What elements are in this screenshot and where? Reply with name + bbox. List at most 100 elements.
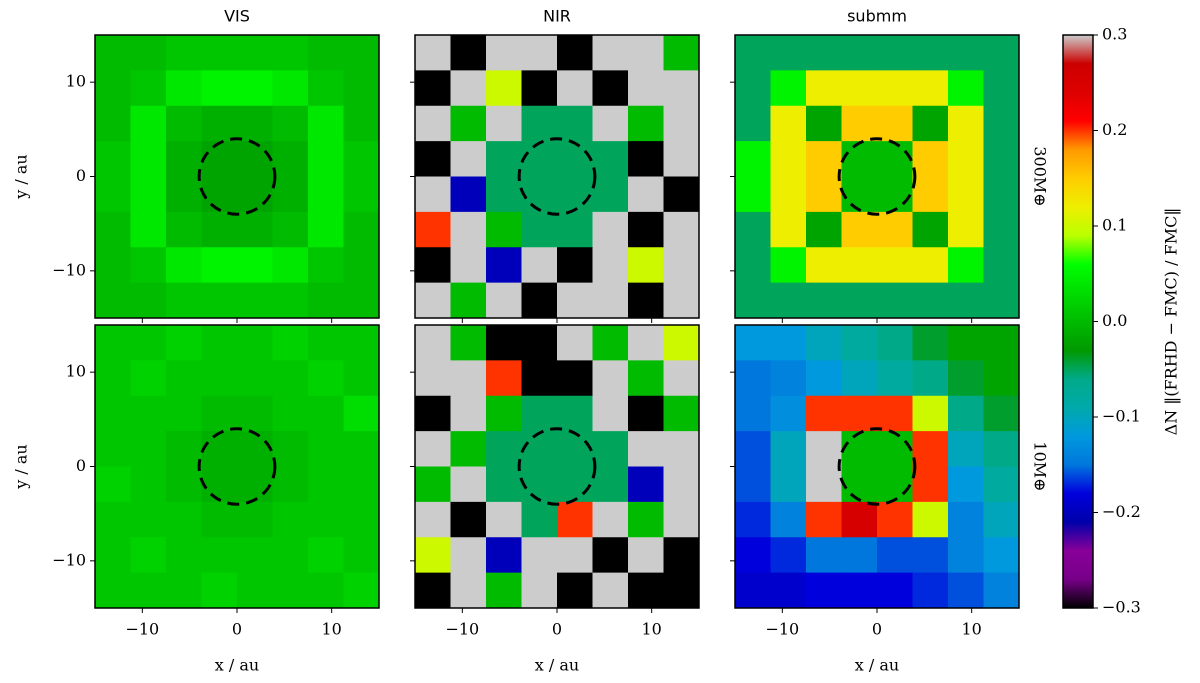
heatmap-cell [450,325,487,361]
heatmap-cell [628,282,664,319]
heatmap-cell [486,211,522,248]
heatmap-cell [343,325,380,361]
heatmap-cell [912,431,949,467]
heatmap-cell [770,325,807,361]
heatmap-cell [983,466,1020,503]
heatmap-cell [592,176,629,213]
heatmap-cell [95,105,131,142]
colorbar-tick-label: −0.1 [1102,407,1141,426]
heatmap-cell [486,247,522,284]
row-label: 300M⊕ [1031,146,1050,206]
heatmap-cell [770,282,807,319]
heatmap-cell [806,501,842,538]
heatmap-cell [130,325,167,361]
heatmap-cell [201,141,238,177]
heatmap-cell [983,35,1020,71]
heatmap-cell [841,431,878,467]
heatmap-cell [95,501,131,538]
heatmap-cell [912,466,949,503]
heatmap-cell [272,282,309,319]
heatmap-cell [343,501,380,538]
heatmap-cell [735,431,771,467]
heatmap-cell [557,176,593,213]
heatmap-cell [770,70,807,107]
heatmap-cell [663,282,700,319]
heatmap-cell [272,105,309,142]
dashed-circle [517,427,597,506]
heatmap-cell [95,395,131,432]
heatmap-cell [877,501,913,538]
heatmap-cell [877,395,913,432]
heatmap-cell [166,282,202,319]
heatmap-cell [877,105,913,142]
heatmap-cell [343,247,380,284]
heatmap-cell [841,70,878,107]
heatmap-cell [628,35,664,71]
heatmap-cell [343,537,380,574]
heatmap-cell [130,572,167,609]
heatmap-cell [272,501,309,538]
heatmap-cell [272,325,309,361]
heatmap-cell [95,537,131,574]
heatmap-cell [877,176,913,213]
colorbar-tick-label: −0.3 [1102,598,1141,617]
heatmap-cell [735,395,771,432]
heatmap-cell [521,466,558,503]
colorbar-tick-label: 0.0 [1102,311,1127,330]
heatmap-cell [166,141,202,177]
heatmap-cell [628,325,664,361]
heatmap-cell [450,360,487,397]
heatmap-cell [948,247,984,284]
heatmap-cell [877,537,913,574]
panel-title: NIR [543,7,571,26]
heatmap-cell [877,247,913,284]
heatmap-cell [983,572,1020,609]
heatmap-cell [806,466,842,503]
y-tick-label: −10 [52,550,86,569]
heatmap-cell [343,431,380,467]
heatmap-cell [877,35,913,71]
heatmap-cell [557,211,593,248]
heatmap-cell [557,431,593,467]
heatmap-cell [308,360,344,397]
heatmap-cell [237,395,273,432]
heatmap-cell [95,466,131,503]
heatmap-cell [983,211,1020,248]
heatmap-cell [201,211,238,248]
heatmap-cell [343,466,380,503]
heatmap-cell [806,360,842,397]
heatmap-cell [272,247,309,284]
heatmap-cell [735,325,771,361]
heatmap-cell [166,211,202,248]
heatmap-cell [877,360,913,397]
x-tick-label: 0 [232,620,242,639]
heatmap-cell [201,176,238,213]
heatmap-cell [912,537,949,574]
heatmap-cell [770,572,807,609]
heatmap-cell [308,70,344,107]
heatmap-cell [912,360,949,397]
heatmap-cell [521,247,558,284]
dashed-circle [197,137,277,216]
heatmap-cell [948,431,984,467]
colorbar-tick-label: 0.2 [1102,120,1127,139]
heatmap-cell [592,466,629,503]
heatmap-cell [237,141,273,177]
colorbar-label: ΔN ‖(FRHD − FMC) / FMC‖ [1162,208,1181,436]
heatmap-cell [841,501,878,538]
heatmap-cell [663,105,700,142]
heatmap-cell [557,141,593,177]
heatmap-cell [770,501,807,538]
heatmap-cell [592,325,629,361]
heatmap-cell [663,395,700,432]
heatmap-cell [841,35,878,71]
heatmap-cell [201,70,238,107]
heatmap-cell [415,431,451,467]
heatmap-cell [272,141,309,177]
heatmap-cell [663,431,700,467]
heatmap-cell [592,211,629,248]
heatmap-cell [912,501,949,538]
x-tick-label: −10 [445,620,479,639]
heatmap-cell [735,35,771,71]
